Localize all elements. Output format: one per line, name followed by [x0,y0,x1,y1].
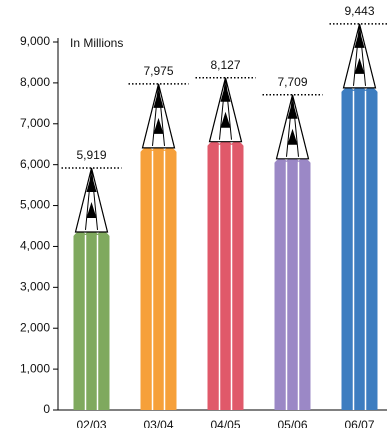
pencil-tip [208,77,243,143]
pencil-lead-lower [153,117,164,134]
y-tick-label: 8,000 [20,75,50,89]
value-label: 9,443 [344,4,374,18]
pencil-lead-lower [287,128,298,145]
y-tick-label: 5,000 [20,198,50,212]
x-tick-label: 03/04 [143,418,173,428]
value-label: 7,975 [143,64,173,78]
pencil-lead-lower [86,201,97,218]
y-tick-label: 0 [43,402,50,416]
pencil-lead [153,89,164,108]
y-tick-label: 6,000 [20,157,50,171]
pencil-lead [287,100,298,119]
y-tick-label: 2,000 [20,320,50,334]
y-tick-label: 1,000 [20,361,50,375]
pencil-body [140,145,177,410]
value-label: 5,919 [76,148,106,162]
x-tick-label: 05/06 [277,418,307,428]
pencil-lead-lower [220,111,231,128]
pencil-lead-lower [354,57,365,74]
pencil-lead [220,83,231,102]
y-tick-label: 9,000 [20,34,50,48]
pencil-body [341,85,378,410]
x-label-bg [335,415,384,428]
pencil-lead [354,29,365,48]
pencil-body [73,229,110,410]
x-label-bg [268,415,317,428]
pencil-tip [74,167,109,233]
x-tick-label: 06/07 [344,418,374,428]
x-tick-label: 04/05 [210,418,240,428]
x-label-bg [201,415,250,428]
pencil-tip [275,94,310,160]
value-label: 8,127 [210,58,240,72]
x-label-bg [67,415,116,428]
pencil-body [207,139,244,411]
pencil-lead [86,173,97,192]
y-tick-label: 3,000 [20,280,50,294]
pencil-body [274,156,311,410]
x-label-bg [134,415,183,428]
x-tick-label: 02/03 [76,418,106,428]
y-tick-label: 4,000 [20,239,50,253]
pencil-tip [342,23,377,89]
annotation: In Millions [70,36,123,50]
pencil-tip [141,83,176,149]
y-tick-label: 7,000 [20,116,50,130]
value-label: 7,709 [277,75,307,89]
